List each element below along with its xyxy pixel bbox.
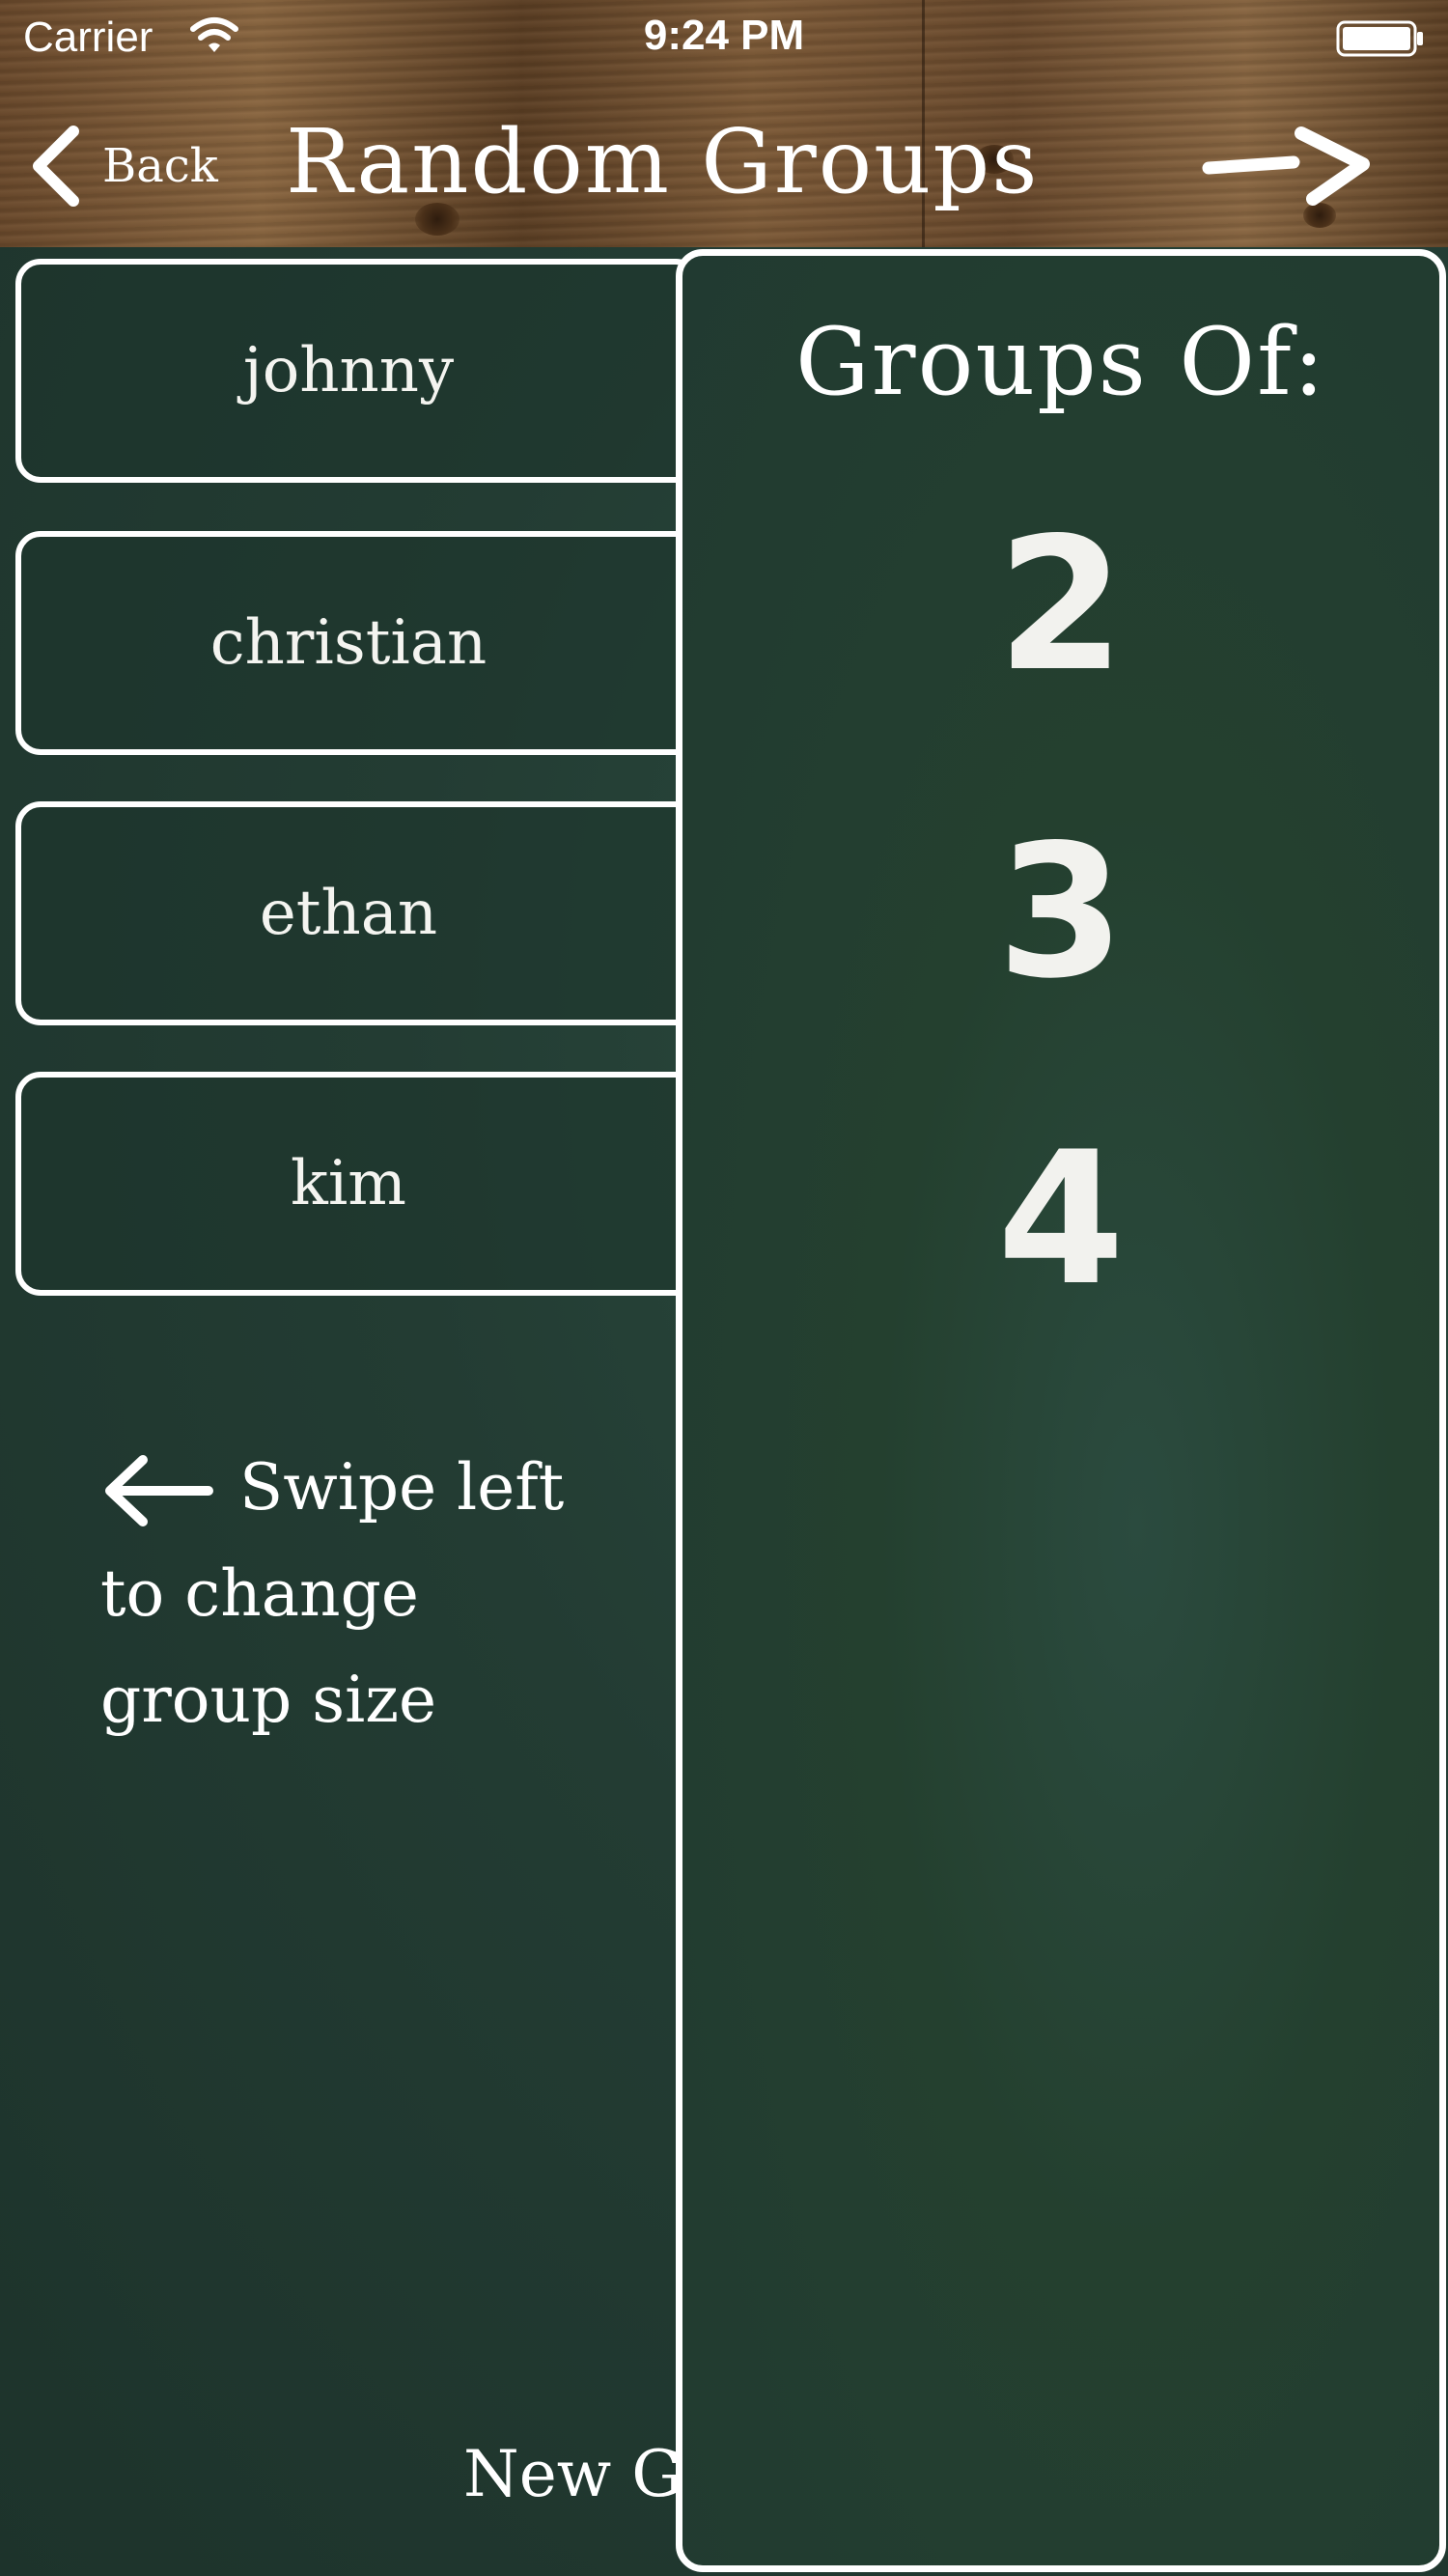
group-size-option-4[interactable]: 4 [996,1112,1126,1326]
chevron-left-icon [33,126,79,207]
wood-knot [415,203,459,236]
group-size-option-2[interactable]: 2 [996,498,1126,712]
student-name: christian [209,607,487,679]
arrow-left-icon [105,1455,213,1526]
student-name: ethan [259,878,438,949]
wood-knot [975,145,1014,174]
student-list-item[interactable]: christian [15,531,701,755]
wood-seam [922,0,925,247]
back-label: Back [102,139,218,193]
hint-line-3: group size [100,1663,437,1737]
group-size-panel: Groups Of: 2 3 4 [676,249,1446,2572]
student-list-item[interactable]: johnny [15,259,701,483]
hint-line-1: Swipe left [239,1450,565,1525]
carrier-label: Carrier [23,14,153,61]
swipe-hint: Swipe left to change group size [100,1435,641,1753]
arrow-right-icon[interactable] [1201,124,1375,207]
wood-knot [1303,203,1336,228]
navigation-bar: Back Random Groups [0,97,1448,232]
wood-header: Carrier 9:24 PM Back Random Groups [0,0,1448,247]
page-title: Random Groups [286,110,1040,213]
status-bar: Carrier 9:24 PM [0,0,1448,77]
back-button[interactable]: Back [29,120,218,212]
hint-line-2: to change [100,1556,419,1631]
battery-icon [1336,20,1423,57]
student-name: johnny [242,335,455,406]
wifi-icon [190,17,238,52]
student-list-item[interactable]: kim [15,1072,701,1296]
group-size-option-3[interactable]: 3 [996,805,1126,1019]
panel-title: Groups Of: [794,308,1326,416]
status-time: 9:24 PM [643,12,805,59]
student-list-item[interactable]: ethan [15,801,701,1025]
new-groups-button[interactable]: New Groups [463,2437,695,2511]
student-name: kim [291,1148,406,1219]
